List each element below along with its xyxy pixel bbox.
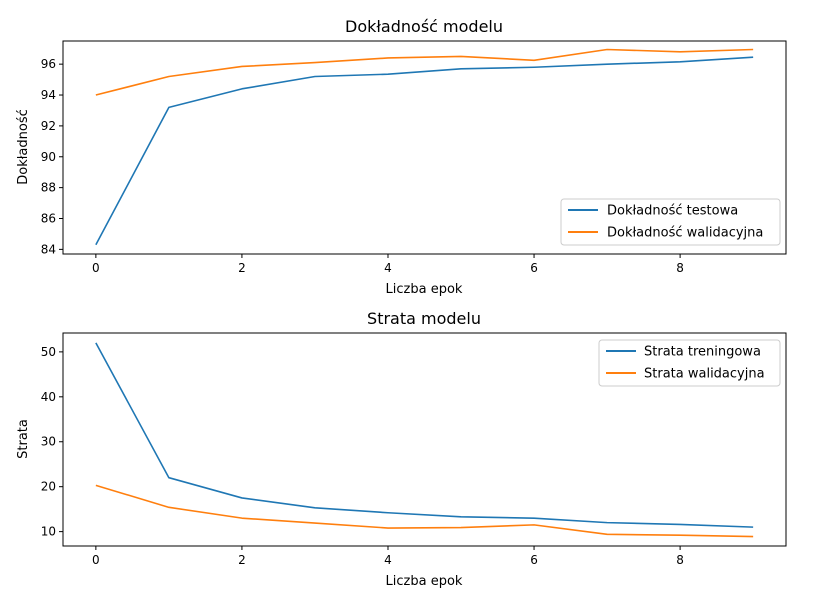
accuracy-x-tick-label: 6: [530, 261, 538, 275]
accuracy-ticks: 0 2 4 6 8 84 86 88 90 92 94 96: [41, 57, 684, 275]
legend-label-validation-loss: Strata walidacyjna: [644, 367, 765, 382]
loss-chart-title: Strata modelu: [367, 309, 481, 328]
accuracy-y-axis-label: Dokładność: [16, 109, 31, 185]
loss-x-axis-label: Liczba epok: [386, 574, 463, 589]
accuracy-chart-title: Dokładność modelu: [345, 17, 503, 36]
accuracy-y-tick-label: 84: [41, 242, 56, 256]
accuracy-x-axis-label: Liczba epok: [386, 282, 463, 297]
loss-y-axis-label: Strata: [16, 419, 31, 459]
loss-x-tick-label: 0: [92, 553, 100, 567]
loss-series-lines: [95, 342, 754, 538]
series-line-validation-accuracy: [95, 48, 754, 96]
accuracy-x-tick-label: 4: [384, 261, 392, 275]
accuracy-legend-frame: [560, 198, 781, 246]
accuracy-y-tick-label: 88: [41, 181, 56, 195]
accuracy-y-tick-label: 92: [41, 119, 56, 133]
legend-label-test-accuracy: Dokładność testowa: [607, 204, 738, 219]
series-line-training-loss: [95, 342, 754, 528]
legend-label-training-loss: Strata treningowa: [644, 345, 761, 360]
accuracy-x-tick-label: 8: [676, 261, 684, 275]
accuracy-legend: Dokładność testowa Dokładność walidacyjn…: [560, 198, 781, 246]
loss-x-tick-label: 4: [384, 553, 392, 567]
accuracy-x-tick-label: 2: [238, 261, 246, 275]
accuracy-x-tick-label: 0: [92, 261, 100, 275]
loss-x-tick-label: 6: [530, 553, 538, 567]
accuracy-y-tick-label: 96: [41, 57, 56, 71]
loss-y-tick-label: 10: [41, 525, 56, 539]
loss-y-tick-label: 40: [41, 390, 56, 404]
loss-ticks: 0 2 4 6 8 10 20 30 40 50: [41, 345, 684, 567]
loss-legend: Strata treningowa Strata walidacyjna: [598, 339, 781, 387]
accuracy-chart: Dokładność modelu 0 2 4 6 8 84 86 88 90 92 94 96 Li…: [16, 17, 787, 297]
loss-x-tick-label: 2: [238, 553, 246, 567]
series-line-test-accuracy: [95, 56, 754, 246]
accuracy-y-tick-label: 86: [41, 212, 56, 226]
accuracy-y-tick-label: 90: [41, 150, 56, 164]
loss-x-tick-label: 8: [676, 553, 684, 567]
loss-y-tick-label: 20: [41, 480, 56, 494]
loss-y-tick-label: 30: [41, 435, 56, 449]
loss-y-tick-label: 50: [41, 345, 56, 359]
loss-legend-frame: [598, 339, 781, 387]
accuracy-series-lines: [95, 48, 754, 246]
loss-chart: Strata modelu 0 2 4 6 8 10 20 30 40 50 Liczba epo…: [16, 309, 787, 589]
accuracy-y-tick-label: 94: [41, 88, 56, 102]
series-line-validation-loss: [95, 484, 754, 538]
legend-label-validation-accuracy: Dokładność walidacyjna: [607, 226, 763, 241]
